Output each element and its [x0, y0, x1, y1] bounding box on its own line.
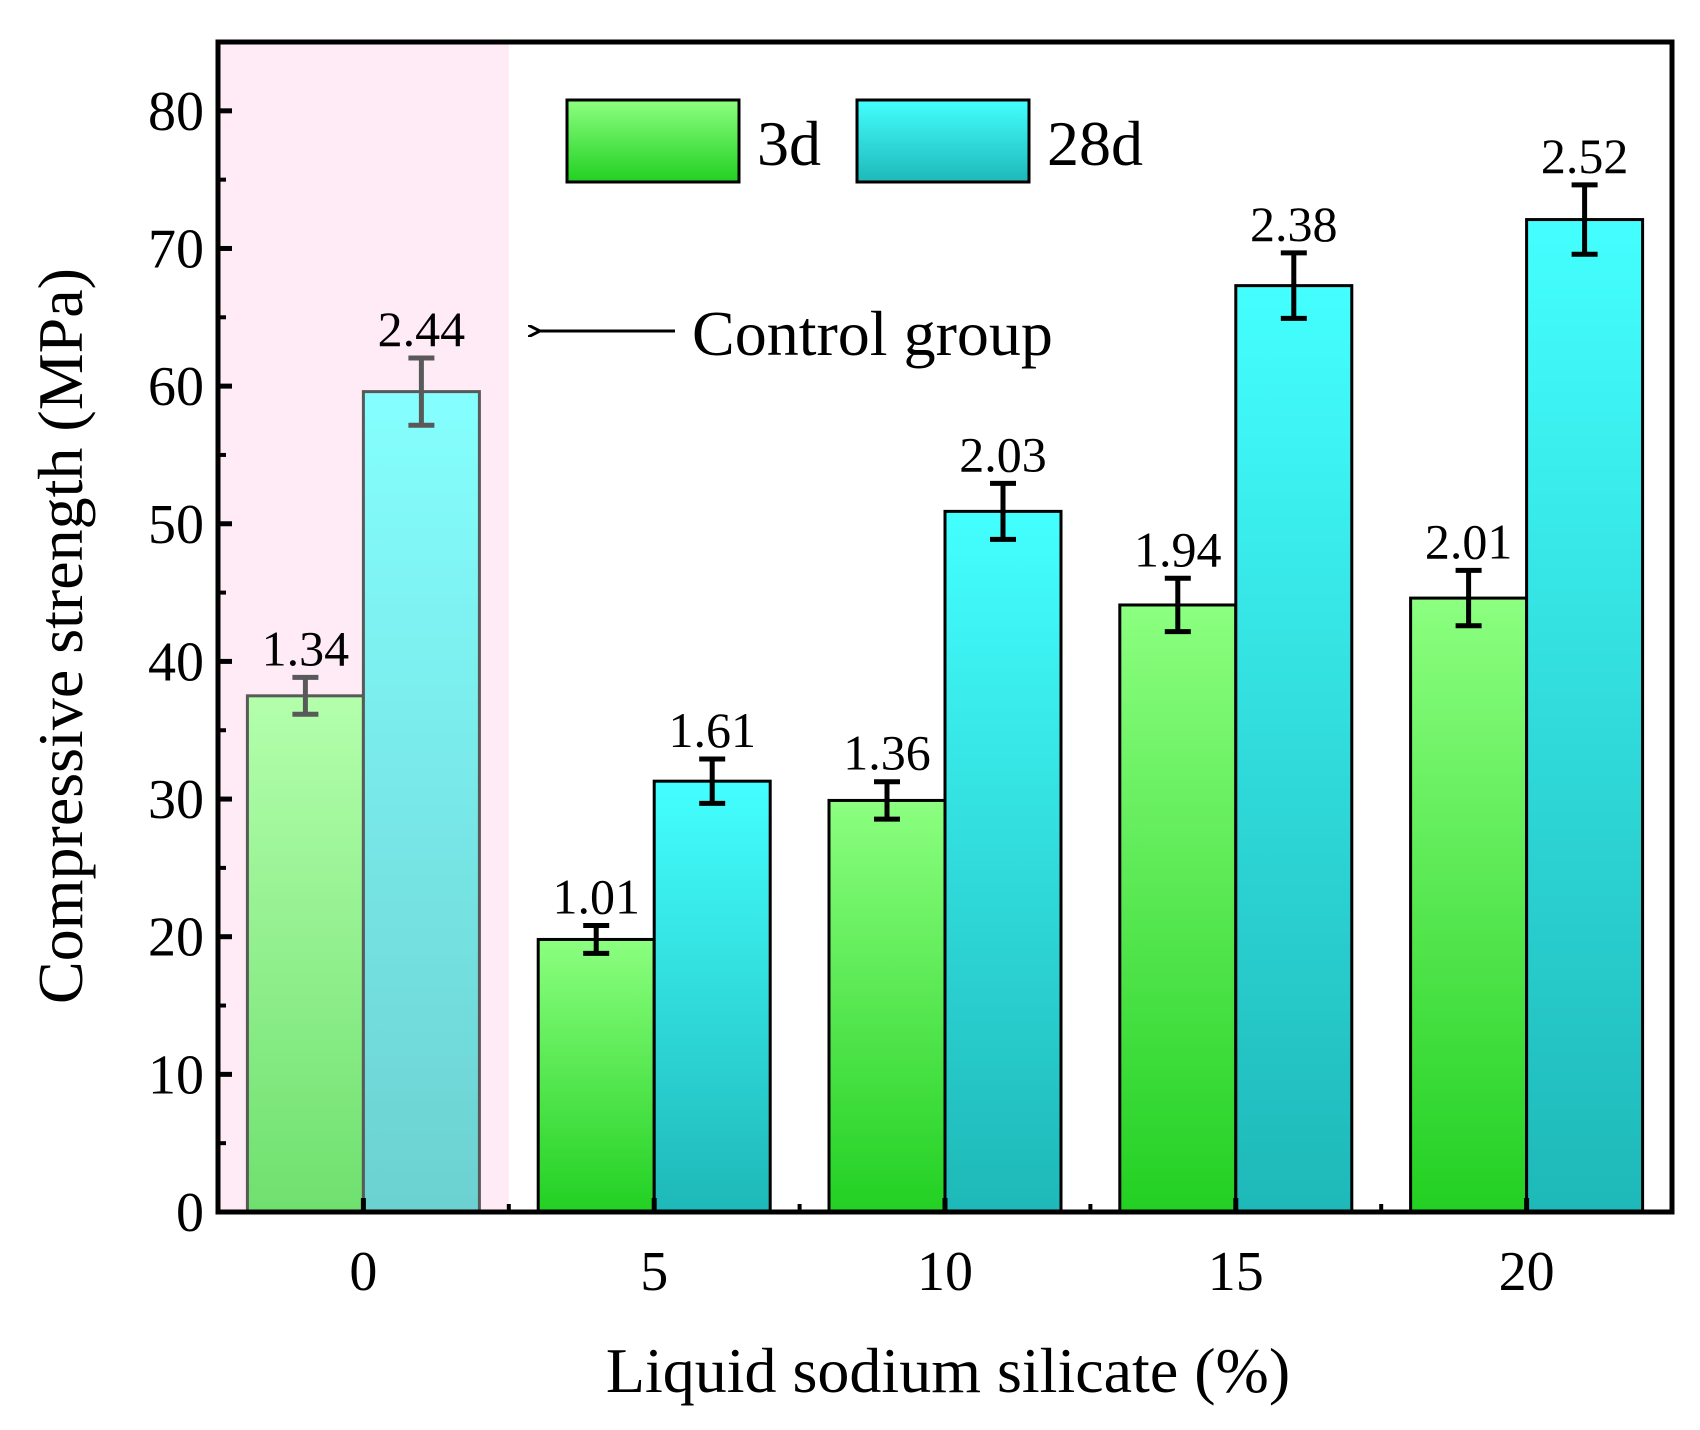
x-tick-label-15: 15 [1208, 1241, 1264, 1303]
bar-3d-5 [536, 937, 656, 1214]
bar-3d-10 [827, 798, 947, 1214]
legend-label-3d: 3d [757, 108, 821, 179]
legend: 3d 28d [565, 98, 1143, 184]
annotation-text: Control group [692, 298, 1053, 369]
x-axis-title: Liquid sodium silicate (%) [606, 1335, 1290, 1406]
bar-28d-20 [1525, 218, 1645, 1214]
y-axis-title: Compressive strength (MPa) [25, 268, 96, 1004]
x-tick-label-10: 10 [917, 1241, 973, 1303]
data-label-28d-10: 2.03 [959, 426, 1047, 482]
data-label-3d-10: 1.36 [843, 725, 931, 781]
data-label-28d-0: 2.44 [378, 301, 466, 357]
data-label-3d-0: 1.34 [262, 620, 350, 676]
data-label-28d-15: 2.38 [1250, 196, 1338, 252]
y-tick-label-80: 80 [148, 81, 204, 143]
bar-28d-15 [1234, 284, 1354, 1214]
data-label-3d-5: 1.01 [552, 869, 640, 925]
x-tick-label-5: 5 [640, 1241, 668, 1303]
bar-3d-20 [1409, 596, 1529, 1214]
y-tick-label-70: 70 [148, 218, 204, 280]
bar-3d-0 [245, 694, 365, 1214]
x-tick-label-0: 0 [349, 1241, 377, 1303]
y-tick-label-20: 20 [148, 907, 204, 969]
y-tick-label-40: 40 [148, 631, 204, 693]
data-label-3d-20: 2.01 [1425, 513, 1513, 569]
bar-28d-10 [943, 509, 1063, 1214]
data-label-28d-5: 1.61 [668, 702, 756, 758]
y-tick-label-0: 0 [176, 1182, 204, 1244]
control-group-annotation: Control group [538, 298, 1053, 369]
data-label-28d-20: 2.52 [1541, 128, 1629, 184]
y-tick-label-10: 10 [148, 1044, 204, 1106]
y-tick-label-30: 30 [148, 769, 204, 831]
data-label-3d-15: 1.94 [1134, 521, 1222, 577]
legend-label-28d: 28d [1047, 108, 1143, 179]
y-tick-label-60: 60 [148, 356, 204, 418]
legend-swatch-3d [565, 98, 741, 184]
bar-28d-5 [652, 779, 772, 1214]
legend-swatch-28d [855, 98, 1031, 184]
control-group-fade [218, 42, 509, 1212]
y-tick-label-50: 50 [148, 494, 204, 556]
bar-3d-15 [1118, 603, 1238, 1214]
x-tick-label-20: 20 [1499, 1241, 1555, 1303]
